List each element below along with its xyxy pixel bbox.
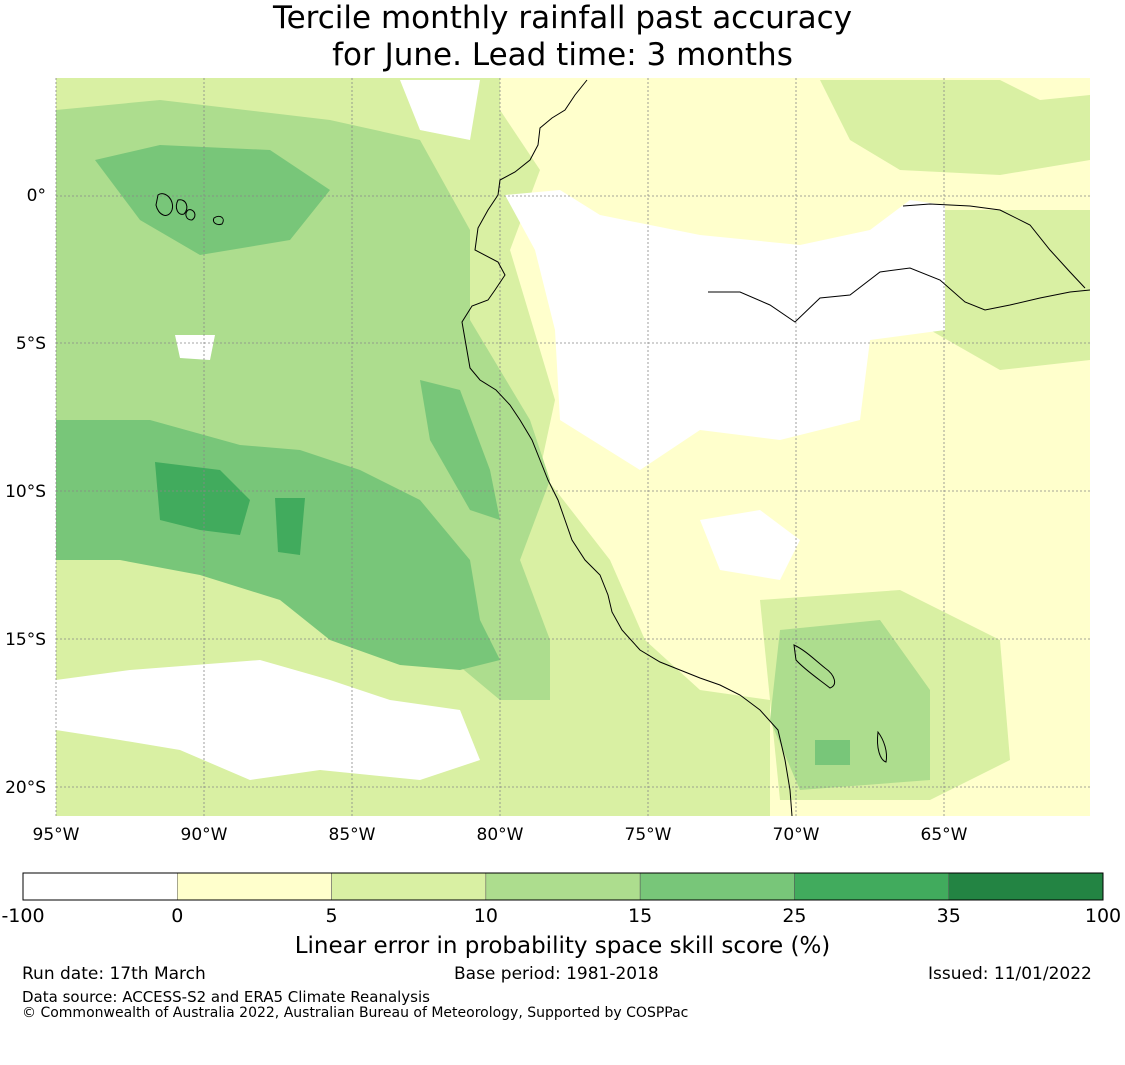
colorbar-ticks: -100 0 5 10 15 25 35 100 (1, 905, 1121, 927)
colorbar-tick-label: 25 (782, 905, 806, 927)
colorbar-tick-label: -100 (1, 905, 44, 927)
region-15-25-east (815, 740, 850, 765)
lon-label: 75°W (625, 825, 672, 845)
lon-label: 70°W (773, 825, 820, 845)
region-5-10-north (820, 80, 1090, 175)
skill-field (56, 78, 1090, 816)
colorbar-tick-label: 10 (474, 905, 498, 927)
lon-axis-labels: 95°W 90°W 85°W 80°W 75°W 70°W 65°W (33, 825, 968, 845)
region-neg-ocean (175, 335, 215, 360)
region-10-15-east (770, 620, 930, 790)
region-neg-land-b (700, 510, 800, 580)
colorbar-tick-label: 15 (628, 905, 652, 927)
base-period: Base period: 1981-2018 (454, 964, 659, 984)
lon-label: 80°W (477, 825, 524, 845)
lon-label: 85°W (329, 825, 376, 845)
colorbar-tick-label: 35 (937, 905, 961, 927)
chart-title: Tercile monthly rainfall past accuracy f… (0, 0, 1125, 74)
colorbar-swatches (22, 872, 1104, 901)
colorbar-swatch (177, 872, 332, 901)
colorbar-label: Linear error in probability space skill … (294, 933, 831, 959)
lon-label: 90°W (181, 825, 228, 845)
region-5-10-east (920, 210, 1090, 370)
issued-date: Issued: 11/01/2022 (928, 964, 1092, 984)
region-neg-south (56, 660, 480, 780)
coastline (155, 79, 1090, 816)
colorbar-swatch (794, 872, 949, 901)
region-25-35-b (275, 498, 305, 555)
region-15-25-coast (420, 380, 500, 520)
colorbar-swatch (485, 872, 641, 901)
title-line-2: for June. Lead time: 3 months (332, 37, 793, 73)
data-source: Data source: ACCESS-S2 and ERA5 Climate … (22, 988, 430, 1006)
gridlines (55, 78, 1090, 816)
lat-axis-labels: 0° 5°S 10°S 15°S 20°S (5, 186, 46, 798)
colorbar-swatch (22, 872, 178, 901)
colorbar-tick-label: 0 (171, 905, 183, 927)
copyright: © Commonwealth of Australia 2022, Austra… (22, 1005, 689, 1021)
region-15-25-north (95, 145, 330, 255)
skill-map: 95°W 90°W 85°W 80°W 75°W 70°W 65°W 0° 5°… (5, 78, 1090, 845)
region-neg-nw (400, 80, 480, 140)
title-line-1: Tercile monthly rainfall past accuracy (272, 0, 853, 36)
region-neg-land (505, 190, 945, 470)
lon-label: 95°W (33, 825, 80, 845)
colorbar-swatch (639, 872, 795, 901)
colorbar (22, 872, 1104, 901)
lon-label: 65°W (921, 825, 968, 845)
region-25-35 (155, 462, 250, 535)
colorbar-border (22, 872, 1104, 901)
colorbar-swatch (331, 872, 487, 901)
colorbar-tick-label: 5 (326, 905, 338, 927)
lat-label: 0° (27, 186, 46, 206)
colorbar-tick-label: 100 (1085, 905, 1121, 927)
lat-label: 20°S (5, 778, 46, 798)
run-date: Run date: 17th March (22, 964, 206, 984)
lat-label: 10°S (5, 482, 46, 502)
lat-label: 15°S (5, 630, 46, 650)
lat-label: 5°S (16, 334, 46, 354)
colorbar-swatch (948, 872, 1104, 901)
